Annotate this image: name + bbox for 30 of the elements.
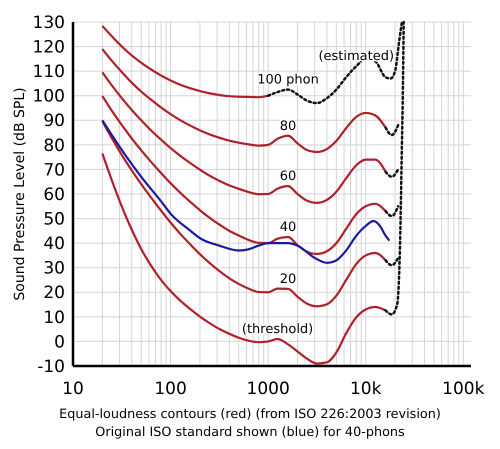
annotation: 100 phon xyxy=(257,72,319,88)
y-tick-label: 30 xyxy=(43,258,65,279)
annotation: 20 xyxy=(280,272,296,287)
x-tick-label: 10 xyxy=(62,379,84,399)
y-tick-label: 0 xyxy=(54,332,65,352)
y-tick-label: 60 xyxy=(43,184,65,205)
annotation: 80 xyxy=(280,118,296,134)
annotation: 60 xyxy=(280,169,296,184)
annotation: (estimated) xyxy=(318,49,394,64)
y-tick-label: 110 xyxy=(32,62,65,82)
y-tick-label: 90 xyxy=(43,111,65,132)
text: Original ISO standard shown (blue) for 40-phons xyxy=(95,425,406,440)
x-tick-label: 10k xyxy=(350,379,382,399)
y-tick-label: 70 xyxy=(43,160,65,180)
y-tick-label: 100 xyxy=(32,86,65,107)
y-tick-label: 10 xyxy=(43,308,65,328)
y-tick-label: 50 xyxy=(43,210,65,230)
y-tick-label: 130 xyxy=(32,12,65,33)
x-axis-title: Equal-loudness contours (red) (from ISO 226:2003 revision) xyxy=(59,407,441,422)
y-axis-title: Sound Pressure Level (dB SPL) xyxy=(12,87,28,301)
x-tick-label: 1000 xyxy=(246,379,290,399)
annotation: (threshold) xyxy=(242,322,314,337)
y-tick-label: 80 xyxy=(43,136,65,156)
y-tick-label: -10 xyxy=(37,356,65,377)
y-tick-label: 40 xyxy=(43,234,65,254)
y-tick-label: 20 xyxy=(43,283,65,304)
annotation: 40 xyxy=(280,220,296,235)
x-tick-label: 100 xyxy=(154,379,187,399)
x-tick-label: 100k xyxy=(442,379,485,399)
y-tick-label: 120 xyxy=(32,38,65,58)
